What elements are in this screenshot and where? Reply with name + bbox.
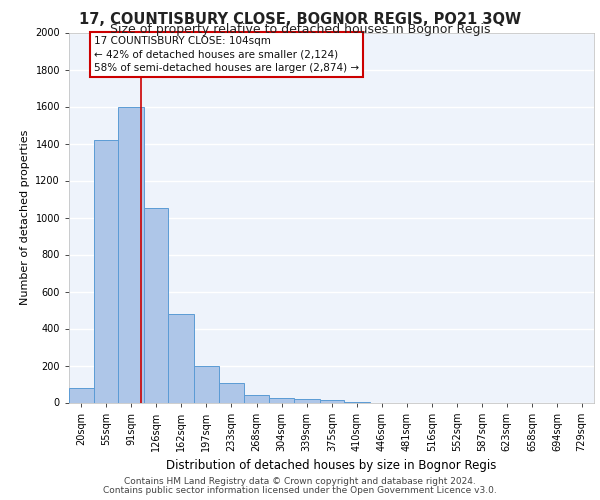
Bar: [194, 366, 218, 403]
Bar: [320, 400, 344, 402]
Text: Contains HM Land Registry data © Crown copyright and database right 2024.: Contains HM Land Registry data © Crown c…: [124, 477, 476, 486]
Bar: [169, 314, 194, 402]
Text: Size of property relative to detached houses in Bognor Regis: Size of property relative to detached ho…: [110, 22, 490, 36]
Bar: [94, 140, 118, 402]
Bar: [118, 106, 144, 403]
Bar: [244, 395, 269, 402]
Bar: [218, 383, 244, 402]
Text: Contains public sector information licensed under the Open Government Licence v3: Contains public sector information licen…: [103, 486, 497, 495]
Bar: [69, 388, 94, 402]
X-axis label: Distribution of detached houses by size in Bognor Regis: Distribution of detached houses by size …: [166, 460, 497, 472]
Bar: [144, 208, 169, 402]
Bar: [269, 398, 294, 402]
Text: 17, COUNTISBURY CLOSE, BOGNOR REGIS, PO21 3QW: 17, COUNTISBURY CLOSE, BOGNOR REGIS, PO2…: [79, 12, 521, 26]
Text: 17 COUNTISBURY CLOSE: 104sqm
← 42% of detached houses are smaller (2,124)
58% of: 17 COUNTISBURY CLOSE: 104sqm ← 42% of de…: [94, 36, 359, 72]
Y-axis label: Number of detached properties: Number of detached properties: [20, 130, 30, 305]
Bar: [294, 399, 320, 402]
